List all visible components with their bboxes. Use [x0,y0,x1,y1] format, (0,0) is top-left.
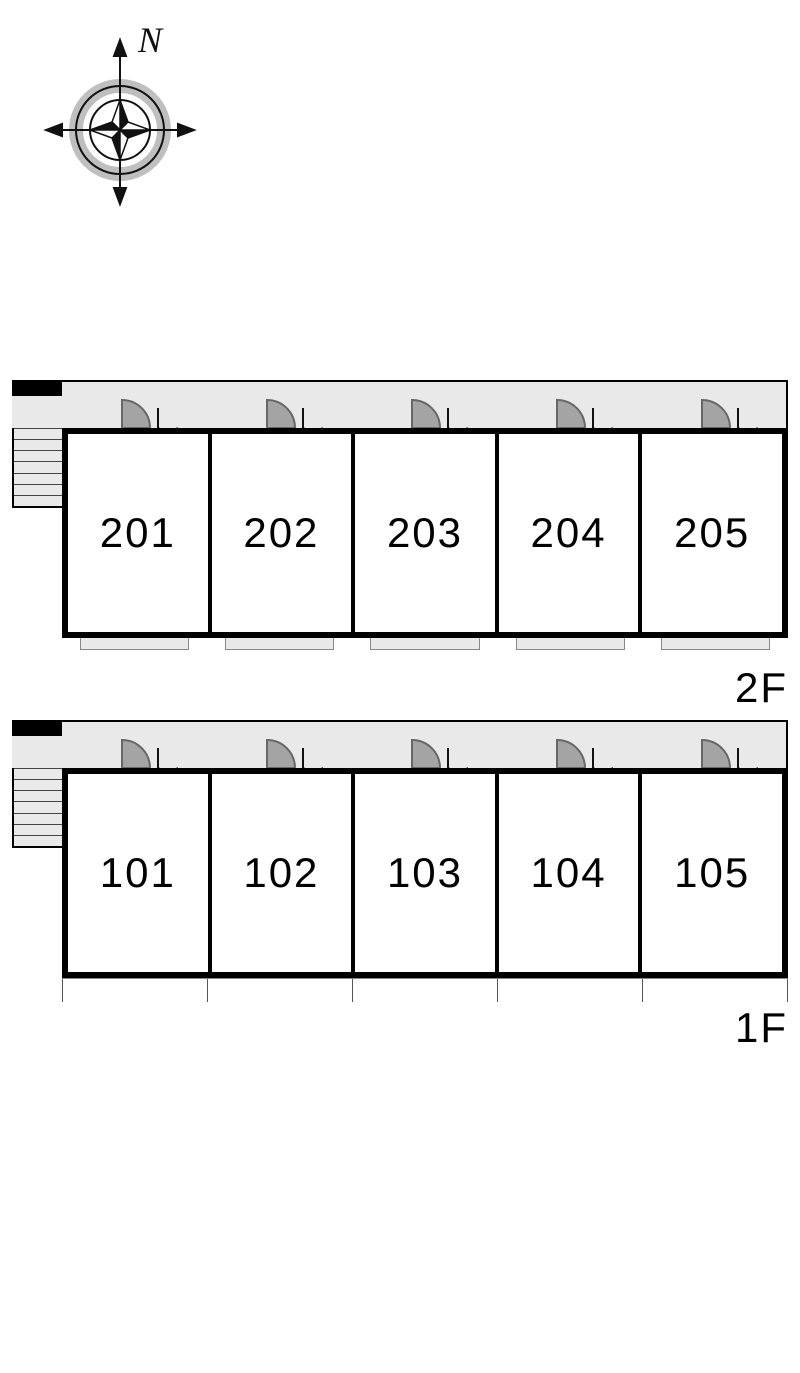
unit-105: 105 [642,774,782,972]
unit-202: 202 [212,434,356,632]
unit-label: 204 [531,509,607,557]
balconies-2f [62,638,788,656]
floor-label-2f: 2F [735,664,788,712]
unit-label: 205 [674,509,750,557]
unit-label: 203 [387,509,463,557]
unit-201: 201 [68,434,212,632]
unit-204: 204 [499,434,643,632]
unit-label: 101 [100,849,176,897]
unit-label: 201 [100,509,176,557]
stairs-1f [12,768,62,848]
unit-102: 102 [212,774,356,972]
unit-label: 104 [531,849,607,897]
windows-1f [62,978,788,1002]
unit-205: 205 [642,434,782,632]
unit-label: 105 [674,849,750,897]
stairs-2f [12,428,62,508]
units-row-2f: 201 202 203 204 205 [62,428,788,638]
doors-2f [12,380,788,428]
unit-label: 202 [243,509,319,557]
units-row-1f: 101 102 103 104 105 [62,768,788,978]
doors-1f [12,720,788,768]
compass-rose: N [40,20,200,220]
floor-label-1f: 1F [735,1004,788,1052]
unit-label: 103 [387,849,463,897]
unit-101: 101 [68,774,212,972]
unit-203: 203 [355,434,499,632]
unit-103: 103 [355,774,499,972]
unit-104: 104 [499,774,643,972]
floorplan-page: N 201 202 203 204 205 [0,0,800,1373]
compass-north-label: N [137,20,164,60]
unit-label: 102 [243,849,319,897]
